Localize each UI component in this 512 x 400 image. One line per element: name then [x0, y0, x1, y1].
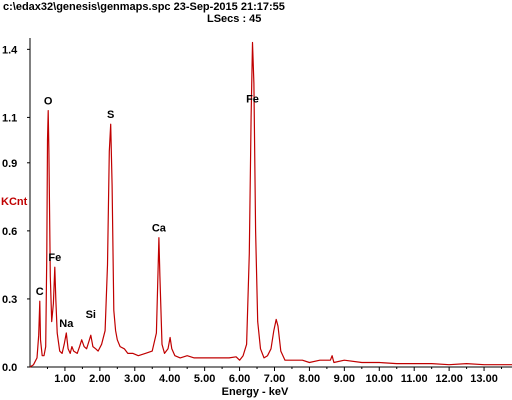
y-tick-label: 0.9 — [2, 158, 17, 170]
x-tick-label: 13.00 — [470, 373, 498, 385]
x-tick-label: 12.00 — [435, 373, 463, 385]
file-path-title: c:\edax32\genesis\genmaps.spc 23-Sep-201… — [3, 1, 285, 13]
peak-label: S — [107, 109, 114, 121]
peak-label: O — [44, 96, 53, 108]
peak-label: Ca — [152, 223, 167, 235]
peak-label: C — [36, 286, 44, 298]
y-axis-title: KCnt — [1, 196, 28, 208]
x-tick-label: 1.00 — [54, 373, 75, 385]
y-tick-label: 0.6 — [2, 226, 17, 238]
x-tick-label: 3.00 — [124, 373, 145, 385]
peak-label: Si — [86, 309, 96, 321]
peak-label: Fe — [48, 252, 61, 264]
x-tick-label: 10.00 — [366, 373, 394, 385]
peak-label: Fe — [246, 93, 259, 105]
x-tick-label: 4.00 — [159, 373, 180, 385]
y-tick-label: 0.0 — [2, 362, 17, 374]
x-tick-label: 11.00 — [401, 373, 428, 385]
x-tick-label: 2.00 — [89, 373, 110, 385]
y-tick-label: 0.3 — [2, 294, 17, 306]
y-tick-label: 1.1 — [2, 112, 17, 124]
x-tick-label: 6.00 — [229, 373, 250, 385]
x-tick-label: 8.00 — [299, 373, 320, 385]
spectrum-line — [29, 41, 512, 368]
x-tick-label: 9.00 — [334, 373, 355, 385]
peak-label: Na — [59, 318, 74, 330]
live-seconds-readout: LSecs : 45 — [207, 13, 262, 25]
x-tick-label: 7.00 — [264, 373, 285, 385]
x-axis-title: Energy - keV — [222, 386, 289, 398]
x-tick-label: 5.00 — [194, 373, 215, 385]
y-tick-label: 1.4 — [2, 44, 18, 56]
